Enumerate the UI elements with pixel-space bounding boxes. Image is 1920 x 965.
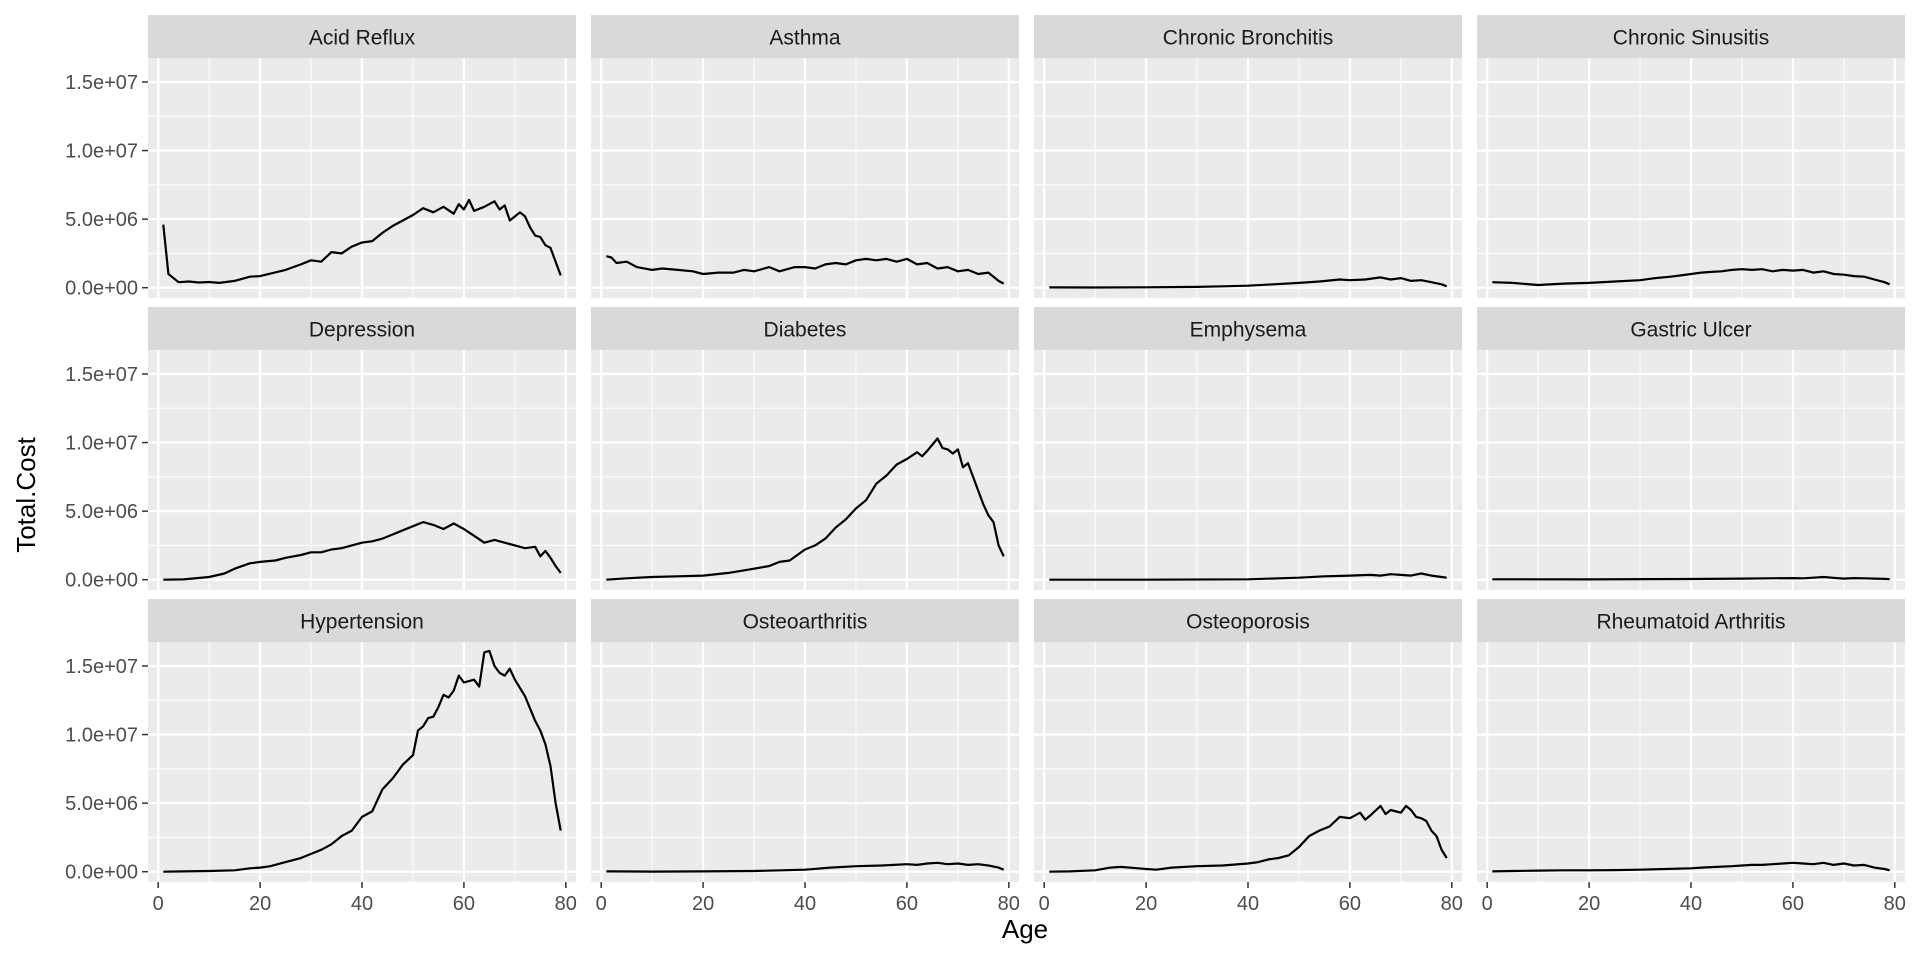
facet-strip — [148, 599, 576, 642]
x-tick-label: 20 — [1578, 893, 1600, 915]
facet-panel: Asthma — [591, 15, 1019, 298]
y-axis-title: Total.Cost — [11, 436, 41, 552]
x-tick-label: 80 — [555, 893, 577, 915]
x-tick-label: 40 — [1237, 893, 1259, 915]
x-tick-label: 20 — [1135, 893, 1157, 915]
y-axis-ticks: 0.0e+00 5.0e+06 1.0e+07 1.5e+07 0.0e+00 5.0e+… — [65, 72, 148, 884]
facet-panel: Emphysema — [1034, 307, 1462, 590]
y-tick-label: 0.0e+00 — [65, 570, 138, 592]
x-axis-ticks: 0 20 40 60 80 0 20 40 60 80 0 20 40 60 80 0 20 40 60 80 — [153, 882, 1906, 915]
series-line — [162, 198, 562, 284]
series-line — [1049, 572, 1447, 581]
facet-title: Osteoarthritis — [743, 611, 868, 634]
facet-title: Diabetes — [764, 319, 847, 342]
x-tick-label: 80 — [1884, 893, 1906, 915]
facet-title: Asthma — [769, 27, 841, 50]
facet-strip — [1477, 307, 1905, 350]
y-tick-label: 1.0e+07 — [65, 141, 138, 163]
x-tick-label: 40 — [1680, 893, 1702, 915]
series-line — [1049, 276, 1448, 289]
facet-strip — [591, 15, 1019, 58]
facet-panel: Chronic Sinusitis — [1477, 15, 1905, 298]
facet-title: Acid Reflux — [309, 27, 416, 50]
facet-strip — [1477, 599, 1905, 642]
series-line — [606, 861, 1005, 873]
facet-title: Chronic Sinusitis — [1613, 27, 1769, 50]
facet-title: Hypertension — [300, 611, 424, 634]
series-line — [606, 255, 1005, 285]
facet-strip — [591, 307, 1019, 350]
y-tick-label: 1.5e+07 — [65, 72, 138, 94]
facet-title: Rheumatoid Arthritis — [1596, 611, 1785, 634]
y-tick-label: 0.0e+00 — [65, 278, 138, 300]
y-tick-label: 5.0e+06 — [65, 793, 138, 815]
x-tick-label: 60 — [453, 893, 475, 915]
y-tick-label: 5.0e+06 — [65, 501, 138, 523]
y-tick-label: 1.0e+07 — [65, 725, 138, 747]
facet-strip — [148, 307, 576, 350]
x-tick-label: 0 — [596, 893, 607, 915]
facet-panel: Hypertension — [148, 599, 576, 882]
x-tick-label: 40 — [351, 893, 373, 915]
series-line — [163, 520, 562, 581]
series-line — [1492, 268, 1891, 287]
facet-strip — [1034, 599, 1462, 642]
x-tick-label: 20 — [692, 893, 714, 915]
facet-title: Emphysema — [1190, 319, 1307, 342]
facet-panel: Chronic Bronchitis — [1034, 15, 1462, 298]
y-tick-label: 1.5e+07 — [65, 364, 138, 386]
facet-title: Osteoporosis — [1186, 611, 1310, 634]
facet-panel: Acid Reflux — [148, 15, 576, 298]
facet-panel: Diabetes — [591, 307, 1019, 590]
series-line — [606, 437, 1005, 581]
y-tick-label: 1.5e+07 — [65, 656, 138, 678]
x-axis-title: Age — [1002, 914, 1048, 944]
x-tick-label: 0 — [1039, 893, 1050, 915]
facet-title: Depression — [309, 319, 415, 342]
series-line — [1049, 804, 1448, 873]
facet-strip — [591, 599, 1019, 642]
facet-panel: Depression — [148, 307, 576, 590]
series-line — [163, 649, 562, 873]
x-tick-label: 80 — [998, 893, 1020, 915]
y-tick-label: 0.0e+00 — [65, 862, 138, 884]
x-tick-label: 0 — [153, 893, 164, 915]
facet-strip — [1477, 15, 1905, 58]
facet-panel: Gastric Ulcer — [1477, 307, 1905, 590]
y-tick-label: 1.0e+07 — [65, 433, 138, 455]
series-line — [1492, 861, 1890, 873]
facet-panel: Rheumatoid Arthritis — [1477, 599, 1905, 882]
facet-panel: Osteoporosis — [1034, 599, 1462, 882]
x-tick-label: 60 — [1339, 893, 1361, 915]
x-tick-label: 40 — [794, 893, 816, 915]
series-line — [1492, 575, 1890, 581]
x-tick-label: 80 — [1441, 893, 1463, 915]
facet-strip — [1034, 307, 1462, 350]
facet-panel: Osteoarthritis — [591, 599, 1019, 882]
x-tick-label: 60 — [1782, 893, 1804, 915]
facet-strip — [1034, 15, 1462, 58]
x-tick-label: 0 — [1482, 893, 1493, 915]
x-tick-label: 60 — [896, 893, 918, 915]
facet-title: Gastric Ulcer — [1630, 319, 1751, 342]
x-tick-label: 20 — [249, 893, 271, 915]
facet-panels: Acid Reflux Asthma Chronic Bronchitis Chron… — [148, 15, 1905, 882]
y-tick-label: 5.0e+06 — [65, 209, 138, 231]
facet-strip — [148, 15, 576, 58]
facet-title: Chronic Bronchitis — [1163, 27, 1333, 50]
